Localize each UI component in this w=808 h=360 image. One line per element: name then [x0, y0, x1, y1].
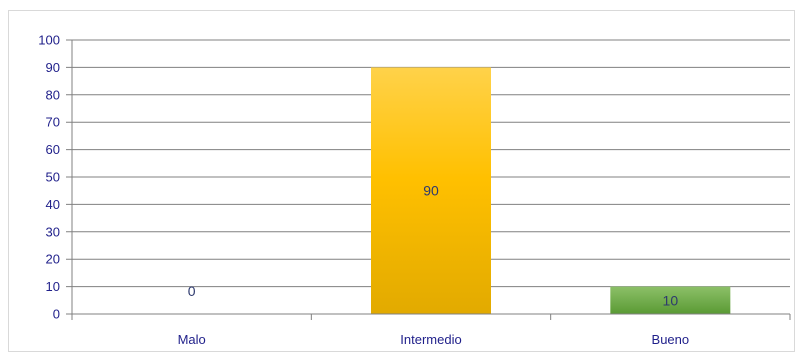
y-tick-label: 100 — [38, 33, 60, 48]
bar-intermedio — [371, 67, 491, 315]
x-tick-label-malo: Malo — [178, 332, 206, 347]
data-labels: 0 90 10 — [188, 183, 679, 309]
y-tick-label: 90 — [46, 60, 60, 75]
x-tick-label-intermedio: Intermedio — [400, 332, 461, 347]
bar-bueno — [610, 286, 731, 314]
data-label-intermedio: 90 — [423, 183, 439, 199]
x-axis: Malo Intermedio Bueno — [71, 313, 791, 347]
bars — [371, 67, 731, 315]
y-tick-label: 10 — [46, 279, 60, 294]
y-tick-label: 80 — [46, 87, 60, 102]
y-tick-label: 30 — [46, 224, 60, 239]
y-axis-tick-labels: 0 10 20 30 40 50 60 70 80 90 100 — [38, 33, 60, 322]
y-tick-label: 0 — [53, 307, 60, 322]
data-label-bueno: 10 — [663, 292, 679, 308]
y-tick-label: 20 — [46, 252, 60, 267]
y-tick-label: 40 — [46, 197, 60, 212]
data-label-malo: 0 — [188, 283, 196, 299]
y-tick-label: 60 — [46, 142, 60, 157]
x-tick-label-bueno: Bueno — [652, 332, 690, 347]
y-tick-label: 50 — [46, 170, 60, 185]
y-tick-label: 70 — [46, 115, 60, 130]
